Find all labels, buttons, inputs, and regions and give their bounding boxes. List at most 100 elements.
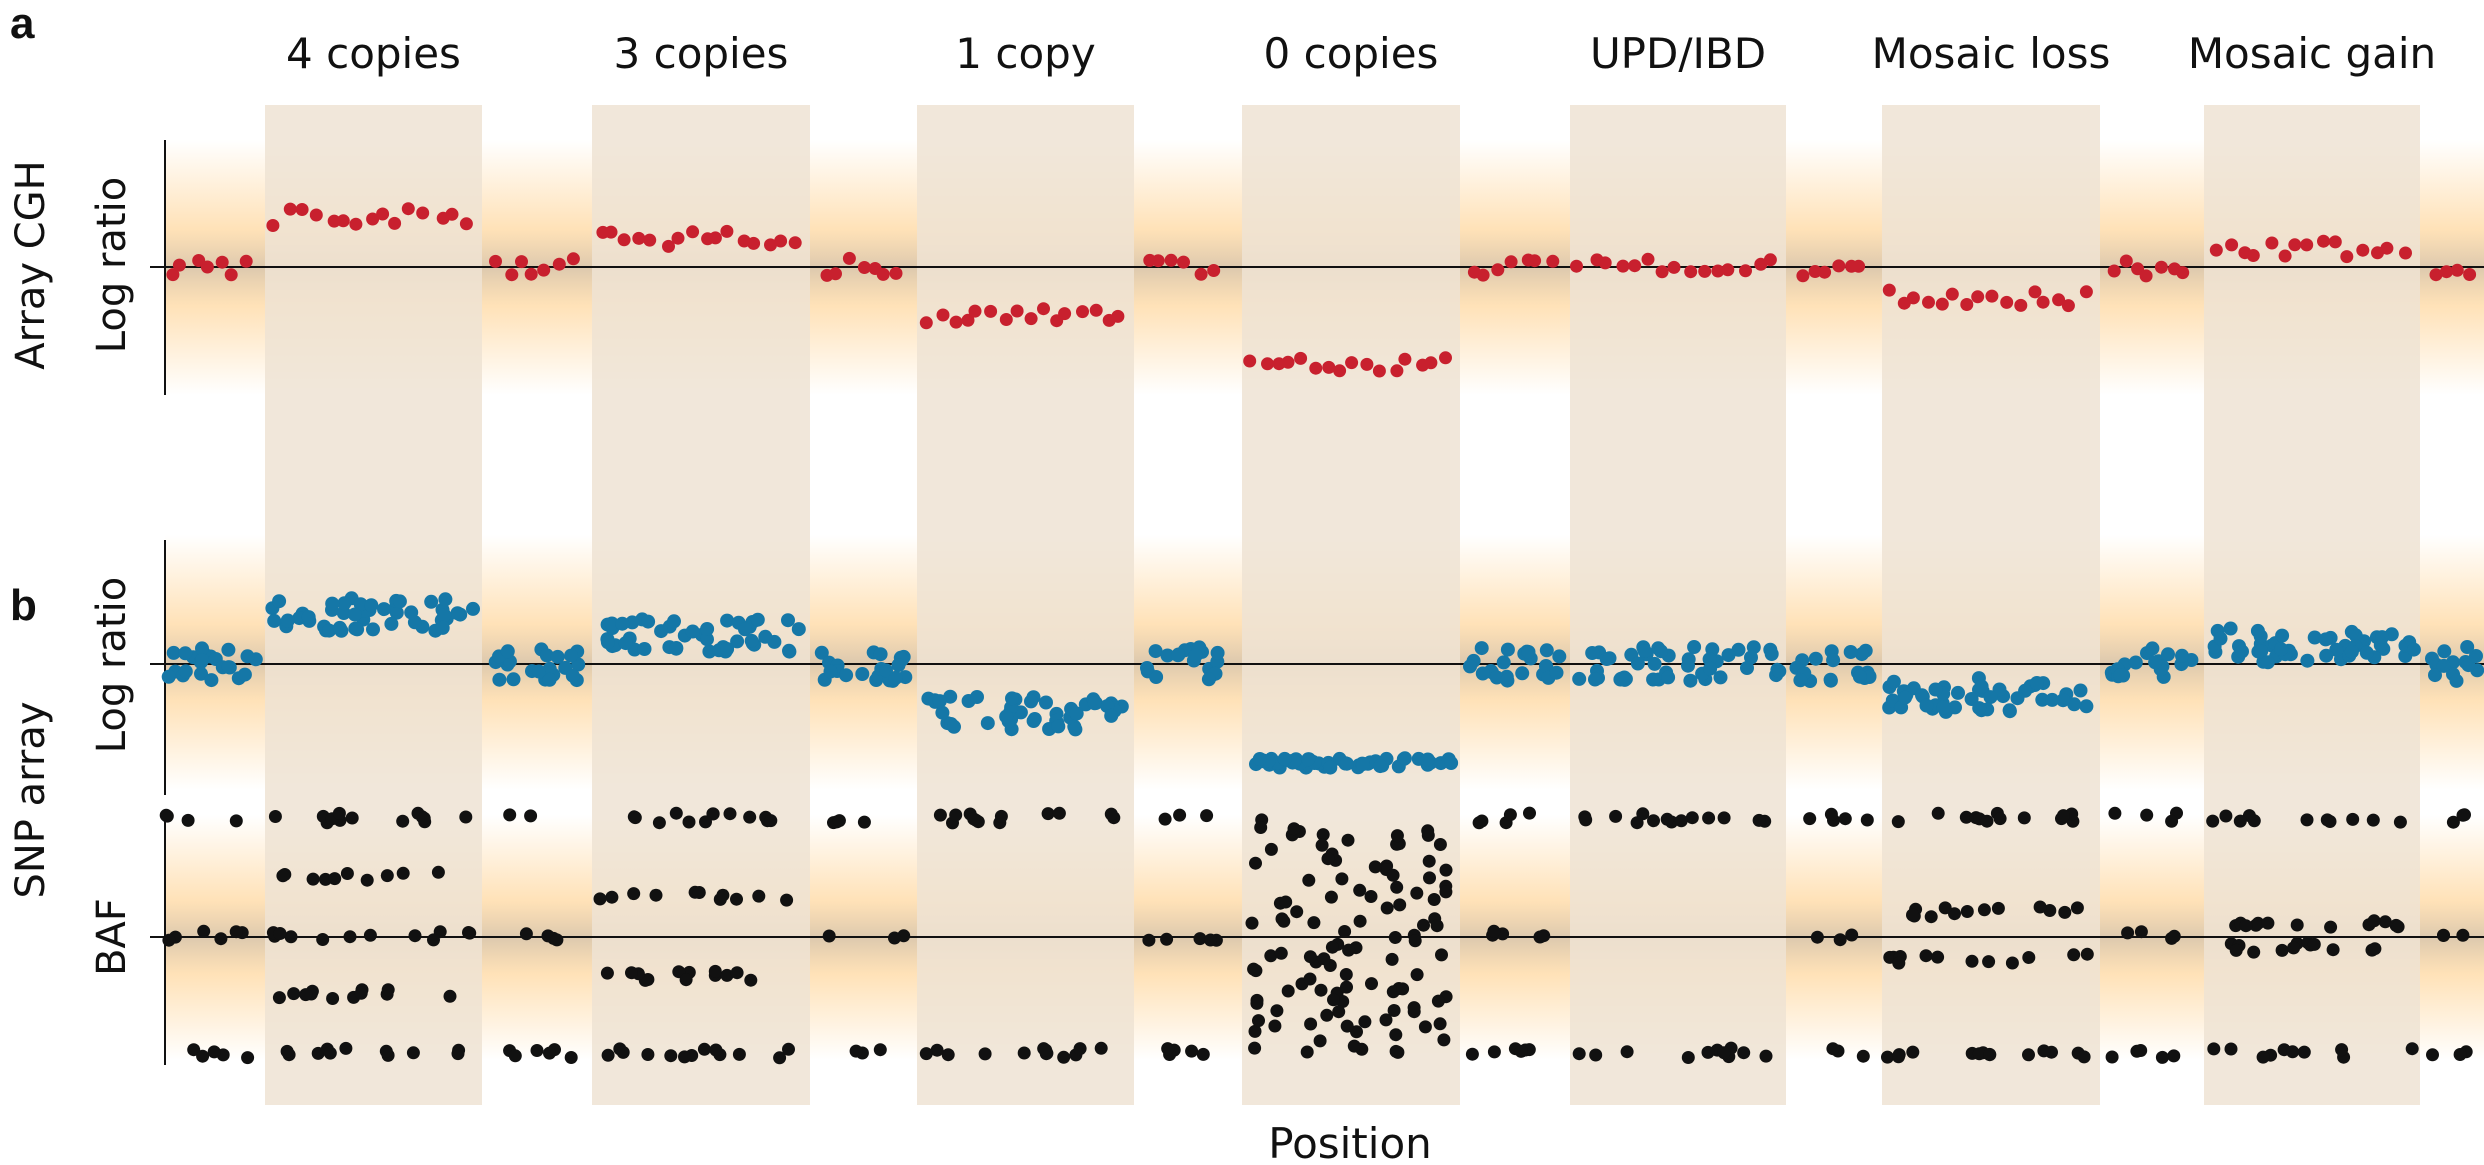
cgh-point — [1616, 259, 1630, 273]
snp-point — [758, 629, 773, 644]
snp-point — [1500, 642, 1515, 657]
baf-point — [2261, 916, 2275, 930]
snp-point — [1252, 752, 1267, 766]
snp-point — [240, 649, 255, 664]
cgh-point — [857, 261, 871, 274]
snp-point — [1721, 648, 1736, 663]
baf-point — [2165, 814, 2179, 828]
cgh-point — [984, 304, 998, 318]
column-band-6 — [1882, 105, 2100, 1105]
baf-point — [1340, 980, 1353, 994]
cgh-point — [1037, 302, 1050, 316]
snp-point — [2437, 644, 2452, 659]
baf-point — [664, 1049, 678, 1063]
cgh-point — [643, 233, 657, 247]
cgh-point — [968, 304, 982, 318]
cgh-point — [1655, 265, 1669, 279]
track-label-snp-log-ratio: Log ratio — [89, 577, 135, 753]
baf-point — [2346, 812, 2360, 826]
x-axis-title: Position — [1268, 1119, 1432, 1165]
cgh-point — [1058, 307, 1072, 321]
snp-point — [823, 664, 838, 679]
cgh-point — [1390, 364, 1404, 378]
cgh-point — [366, 212, 380, 226]
baf-point — [1421, 824, 1435, 838]
baf-point — [462, 926, 475, 939]
baf-point — [2437, 929, 2450, 942]
snp-point — [999, 709, 1014, 724]
snp-point — [1843, 645, 1858, 659]
snp-point — [1653, 644, 1668, 659]
snp-point — [280, 613, 295, 628]
cgh-point — [632, 231, 646, 245]
baf-point — [1948, 907, 1961, 921]
baf-point — [832, 814, 846, 828]
baf-point — [1317, 952, 1331, 966]
cgh-point — [445, 207, 459, 221]
cgh-point — [1796, 269, 1810, 283]
snp-point — [2344, 644, 2359, 659]
baf-point — [196, 1049, 210, 1063]
baf-point — [343, 930, 357, 944]
cgh-point — [2028, 285, 2042, 299]
column-label-3: 1 copy — [955, 29, 1095, 78]
snp-point — [2436, 658, 2451, 673]
cgh-point — [2061, 299, 2075, 313]
baf-point — [679, 973, 693, 987]
cgh-point — [1504, 255, 1518, 269]
baf-point — [600, 966, 614, 980]
snp-point — [2329, 642, 2344, 657]
baf-point — [1919, 949, 1933, 963]
baf-point — [1368, 860, 1382, 874]
baf-point — [1860, 813, 1874, 827]
snp-point — [1552, 649, 1567, 664]
snp-log-ratio-points — [161, 591, 2484, 775]
baf-point — [1803, 812, 1817, 826]
snp-point — [1444, 756, 1459, 770]
snp-point — [438, 592, 453, 607]
snp-point — [1201, 672, 1216, 687]
snp-point — [2056, 693, 2071, 708]
baf-point — [272, 991, 286, 1005]
baf-point — [1410, 968, 1424, 982]
cgh-point — [2225, 238, 2239, 252]
cgh-point — [2052, 293, 2066, 307]
track-label-cgh-log-ratio: Log ratio — [89, 177, 135, 353]
snp-point — [2223, 621, 2238, 636]
snp-point — [641, 614, 656, 629]
baf-point — [601, 1048, 615, 1062]
baf-point — [1537, 929, 1551, 943]
cgh-point — [1711, 264, 1725, 278]
baf-point — [1408, 934, 1422, 948]
cgh-point — [2340, 250, 2354, 264]
snp-point — [1823, 672, 1838, 687]
baf-point — [550, 933, 564, 947]
snp-point — [1463, 659, 1477, 674]
snp-point — [350, 622, 365, 637]
baf-point — [2456, 808, 2470, 822]
cgh-point — [2119, 254, 2133, 268]
snp-point — [194, 666, 208, 681]
cgh-point — [1546, 254, 1560, 268]
cgh-point — [2036, 295, 2050, 309]
snp-point — [1539, 643, 1554, 658]
snp-point — [1852, 669, 1867, 684]
baf-point — [743, 810, 757, 824]
snp-point — [1793, 673, 1808, 688]
baf-point — [930, 1043, 944, 1057]
baf-point — [2368, 942, 2382, 956]
baf-point — [1824, 807, 1838, 821]
baf-point — [1340, 1019, 1354, 1033]
baf-point — [1891, 815, 1905, 829]
snp-point — [2128, 655, 2143, 670]
baf-point — [1196, 1047, 1210, 1061]
baf-point — [431, 865, 445, 879]
baf-point — [1931, 806, 1945, 820]
baf-point — [1983, 1048, 1997, 1062]
cgh-point — [416, 206, 430, 220]
baf-point — [2233, 814, 2247, 828]
cgh-point — [1491, 263, 1505, 277]
baf-point — [1204, 933, 1217, 947]
cgh-point — [566, 252, 580, 266]
baf-point — [2324, 920, 2338, 934]
